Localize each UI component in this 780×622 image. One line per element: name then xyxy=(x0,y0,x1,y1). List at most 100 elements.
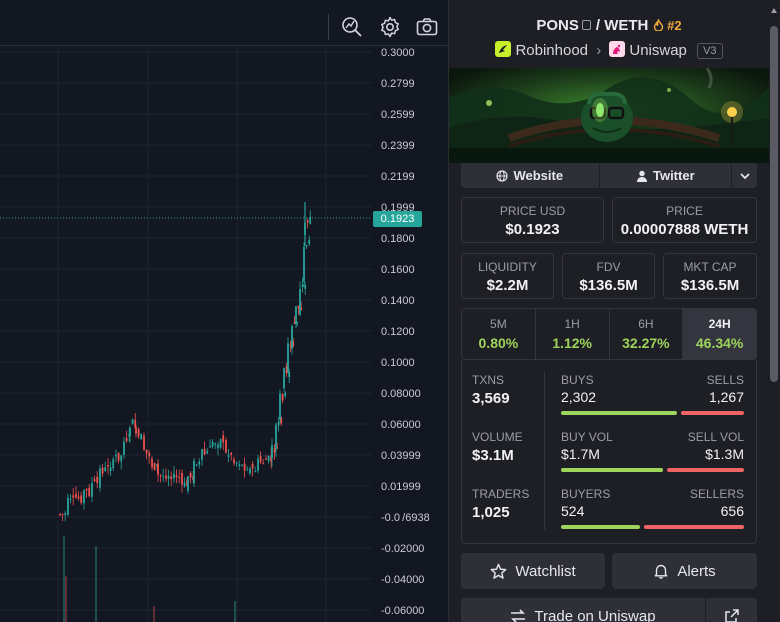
magnifier-icon[interactable] xyxy=(340,15,364,39)
current-price-badge: 0.1923 xyxy=(373,211,422,227)
candle-body xyxy=(270,455,273,462)
candle-body xyxy=(101,467,104,474)
chevron-right-icon: › xyxy=(596,42,602,59)
candle-body xyxy=(195,464,198,466)
gear-icon[interactable] xyxy=(378,15,402,39)
candle-body xyxy=(125,437,128,441)
candle-body xyxy=(140,434,143,440)
price-tick-label: -0.0 /6938 xyxy=(381,512,430,524)
candle-body xyxy=(107,465,109,467)
sell-vol-bar xyxy=(666,468,744,472)
tab-24h[interactable]: 24H 46.34% xyxy=(683,309,756,359)
candle-body xyxy=(285,366,288,374)
volume-split-stat: BUY VOL SELL VOL $1.7M $1.3M xyxy=(561,430,744,482)
candle-body xyxy=(134,419,137,428)
scroll-up-arrow-icon[interactable] xyxy=(770,6,778,16)
candle-body xyxy=(233,459,235,464)
traders-stat: TRADERS 1,025 xyxy=(472,487,529,521)
fdv-label: FDV xyxy=(596,260,621,274)
watchlist-button[interactable]: Watchlist xyxy=(461,553,605,589)
trade-stats: TXNS 3,569 VOLUME $3.1M TRADERS 1,025 BU… xyxy=(461,360,757,544)
candle-body xyxy=(276,447,279,449)
candle-body xyxy=(187,476,189,491)
txns-value: 3,569 xyxy=(472,390,510,407)
watchlist-label: Watchlist xyxy=(515,562,576,580)
trade-button[interactable]: Trade on Uniswap xyxy=(461,598,705,622)
txns-label: TXNS xyxy=(472,373,505,387)
candle-body xyxy=(167,476,170,479)
trade-label: Trade on Uniswap xyxy=(534,607,656,622)
candle-body xyxy=(306,220,309,223)
price-box: PRICE 0.00007888 WETH xyxy=(612,197,757,243)
copy-icon[interactable] xyxy=(581,20,591,30)
alerts-button[interactable]: Alerts xyxy=(612,553,757,589)
liquidity-box: LIQUIDITY $2.2M xyxy=(461,253,554,299)
candle-body xyxy=(211,441,214,447)
tab-5m[interactable]: 5M 0.80% xyxy=(462,309,536,359)
buys-sells-stat: BUYS SELLS 2,302 1,267 xyxy=(561,373,744,425)
traders-value: 1,025 xyxy=(472,504,510,521)
globe-icon xyxy=(496,169,509,182)
trending-rank[interactable]: #2 xyxy=(653,18,682,33)
liquidity-label: LIQUIDITY xyxy=(478,260,537,274)
candle-body xyxy=(173,473,175,479)
price-tick-label: 0.03999 xyxy=(381,450,421,462)
more-links-button[interactable] xyxy=(732,163,757,188)
twitter-link[interactable]: Twitter xyxy=(600,163,732,188)
candle-body xyxy=(69,498,72,500)
fdv-value: $136.5M xyxy=(579,277,638,294)
candle-body xyxy=(288,371,291,378)
star-icon xyxy=(490,563,507,579)
tab-1h-label: 1H xyxy=(564,317,580,331)
price-tick-label: 0.1000 xyxy=(381,357,415,369)
base-symbol: PONS xyxy=(536,17,579,34)
chain-name[interactable]: Robinhood xyxy=(515,42,589,59)
volume-label: VOLUME xyxy=(472,430,523,444)
uniswap-icon xyxy=(609,41,626,57)
candle-body xyxy=(292,341,295,346)
candlestick-plot[interactable]: 0.30000.27990.25990.23990.21990.19990.18… xyxy=(0,46,448,622)
website-label: Website xyxy=(513,168,564,183)
candle-body xyxy=(291,325,293,349)
candle-body xyxy=(297,305,300,309)
candle-body xyxy=(120,455,123,462)
links-divider xyxy=(598,163,600,188)
candle-body xyxy=(254,471,257,473)
camera-icon[interactable] xyxy=(415,15,439,39)
sellers-bar xyxy=(644,525,744,529)
volume-stat: VOLUME $3.1M xyxy=(472,430,523,464)
price-tick-label: 0.06000 xyxy=(381,419,421,431)
candle-body xyxy=(175,475,178,477)
price-tick-label: 0.1800 xyxy=(381,233,415,245)
buyers-bar xyxy=(561,525,641,529)
website-link[interactable]: Website xyxy=(461,163,599,188)
candle-body xyxy=(222,435,225,443)
price-usd-value: $0.1923 xyxy=(505,221,560,238)
candle-body xyxy=(214,443,217,445)
candle-body xyxy=(91,483,93,497)
scrollbar-thumb[interactable] xyxy=(770,26,778,382)
tab-6h[interactable]: 6H 32.27% xyxy=(610,309,684,359)
sells-label: SELLS xyxy=(706,373,744,387)
dex-name[interactable]: Uniswap xyxy=(629,42,687,59)
quote-symbol: WETH xyxy=(604,17,649,34)
candle-body xyxy=(75,493,77,498)
candle-body xyxy=(148,452,151,457)
price-chart[interactable]: 0.3000 0.2799 0.2599 0.2399 0.2199 0.1999 0.18… xyxy=(0,0,448,622)
candle-body xyxy=(129,427,131,437)
candle-body xyxy=(301,284,304,288)
tab-24h-change: 46.34% xyxy=(695,335,744,351)
candle-body xyxy=(104,467,107,472)
price-label: PRICE xyxy=(666,204,703,218)
candle-body xyxy=(235,462,238,464)
tab-1h[interactable]: 1H 1.12% xyxy=(536,309,610,359)
external-link-icon xyxy=(724,609,739,622)
candle-body xyxy=(165,475,167,479)
open-external-button[interactable] xyxy=(705,598,757,622)
social-links: Website Twitter xyxy=(461,163,757,188)
dex-version-badge: V3 xyxy=(697,43,723,59)
candle-body xyxy=(137,429,140,437)
buyers-label: BUYERS xyxy=(561,487,611,501)
sell-vol-label: SELL VOL xyxy=(687,430,744,444)
candle-body xyxy=(243,463,246,471)
